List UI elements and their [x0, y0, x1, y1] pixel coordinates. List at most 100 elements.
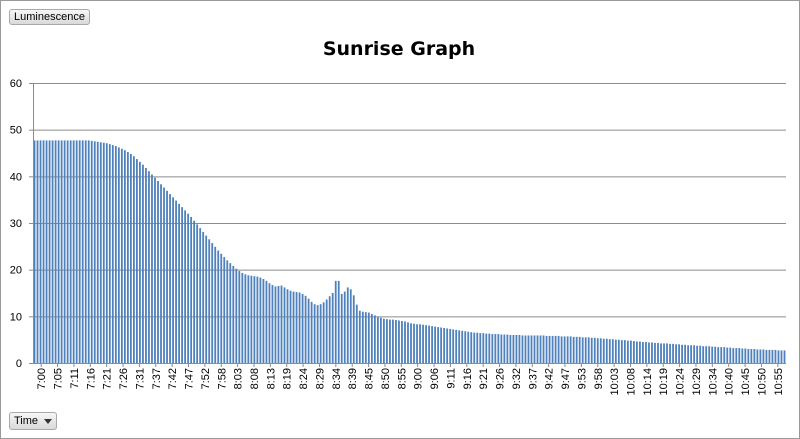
bar	[139, 161, 141, 363]
bar	[33, 140, 36, 363]
x-tick-label: 10:55	[773, 368, 785, 396]
bar	[407, 322, 409, 363]
bar	[485, 333, 488, 363]
bar	[572, 336, 575, 363]
bar	[735, 348, 738, 363]
bar	[542, 335, 545, 363]
axis-field-dropdown[interactable]: Time	[9, 412, 58, 430]
x-tick-label: 7:52	[200, 368, 212, 389]
bar	[175, 200, 177, 363]
bar	[395, 320, 397, 363]
y-tick-labels: 0 10 20 30 40 50 60	[10, 78, 22, 370]
bar	[154, 177, 156, 363]
y-tick-label: 10	[10, 311, 22, 323]
bar	[160, 184, 162, 363]
bar	[75, 140, 78, 363]
bar	[349, 289, 352, 363]
bar	[334, 280, 337, 363]
x-tick-label: 7:47	[184, 368, 196, 389]
bar	[57, 140, 60, 363]
bar	[437, 327, 440, 363]
bar	[461, 330, 464, 363]
bar	[530, 335, 533, 363]
bar	[666, 343, 668, 363]
bar	[283, 287, 286, 363]
bar	[108, 144, 111, 363]
bar	[500, 334, 503, 363]
bar	[488, 333, 491, 363]
bar	[563, 336, 566, 363]
bar	[512, 335, 515, 363]
bar	[503, 334, 506, 363]
bar	[96, 141, 99, 363]
bar	[292, 291, 295, 363]
bar	[313, 304, 316, 363]
bar	[575, 336, 578, 363]
bar	[358, 310, 361, 363]
chart-title: Sunrise Graph	[322, 38, 476, 60]
bar	[148, 171, 150, 363]
bar	[536, 335, 539, 363]
axis-field-label: Time	[14, 415, 39, 427]
x-tick-label: 9:11	[445, 368, 457, 389]
x-tick-label: 7:26	[118, 368, 130, 389]
bar	[521, 335, 524, 363]
bar	[172, 197, 174, 363]
bar	[431, 326, 433, 363]
bar	[298, 292, 301, 363]
bar	[672, 343, 674, 363]
bar	[87, 140, 90, 363]
bar	[364, 312, 367, 363]
bar	[81, 140, 84, 363]
bar	[428, 325, 430, 363]
bar	[780, 350, 783, 363]
bar	[244, 274, 247, 363]
x-tick-label: 10:45	[740, 368, 752, 396]
bar	[425, 325, 427, 363]
bar	[777, 350, 780, 363]
bar	[184, 210, 187, 363]
bar	[660, 343, 662, 363]
bar	[458, 330, 461, 363]
bar	[310, 301, 313, 363]
bar	[470, 332, 473, 363]
x-tick-label: 10:08	[625, 368, 637, 396]
bar	[416, 324, 418, 363]
bar	[554, 335, 557, 363]
bar	[774, 349, 777, 363]
bar	[620, 340, 623, 363]
bar	[343, 291, 346, 363]
bar	[271, 285, 274, 363]
x-tick-label: 9:42	[544, 368, 556, 389]
bar	[765, 349, 768, 363]
bar	[611, 339, 614, 363]
bar	[738, 348, 741, 363]
bar	[304, 295, 307, 363]
bar	[286, 289, 289, 363]
bar	[325, 299, 328, 363]
bar	[464, 331, 467, 363]
bar	[211, 243, 214, 363]
bar	[413, 323, 415, 363]
bar	[280, 285, 283, 363]
bar	[524, 335, 527, 363]
bar	[720, 347, 723, 363]
bar	[398, 320, 400, 363]
bar	[352, 295, 355, 363]
x-tick-label: 9:16	[462, 368, 474, 389]
x-tick-label: 10:14	[642, 368, 654, 396]
x-tick-label: 8:55	[396, 368, 408, 389]
bar	[220, 253, 223, 363]
bar	[187, 213, 190, 363]
x-tick-label: 10:50	[756, 368, 768, 396]
x-tick-label: 10:29	[691, 368, 703, 396]
x-tick-label: 7:16	[85, 368, 97, 389]
bar	[762, 349, 765, 363]
bar	[509, 335, 512, 363]
bar	[506, 334, 509, 363]
bar-series	[33, 140, 786, 363]
bar	[151, 174, 153, 363]
value-field-button[interactable]: Luminescence	[9, 9, 90, 25]
y-tick-label: 0	[16, 358, 22, 370]
bar	[569, 336, 572, 363]
